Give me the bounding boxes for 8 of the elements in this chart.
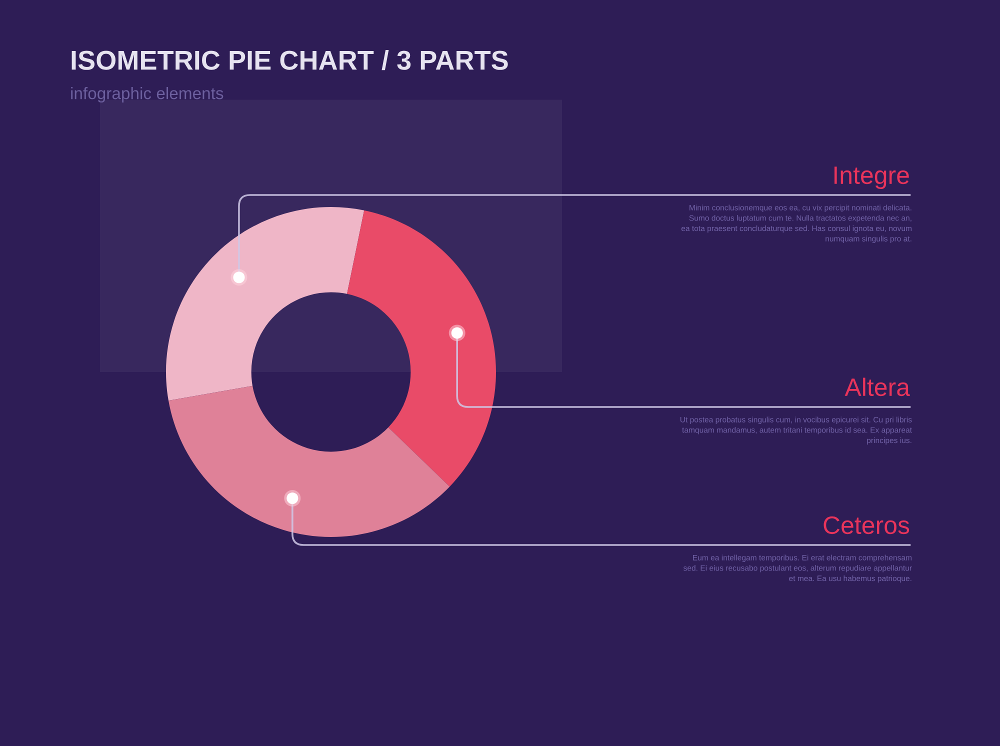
chart-title: ISOMETRIC PIE CHART / 3 PARTS (72, 50, 508, 70)
slice-label: Ceteros (824, 516, 910, 534)
chart-subtitle: infographic elements (71, 87, 224, 103)
donut-slice (166, 207, 364, 401)
slice-label: Altera (844, 378, 910, 396)
donut-slice (347, 210, 496, 487)
slice-label: Integre (834, 166, 909, 190)
donut-slice (168, 386, 450, 537)
